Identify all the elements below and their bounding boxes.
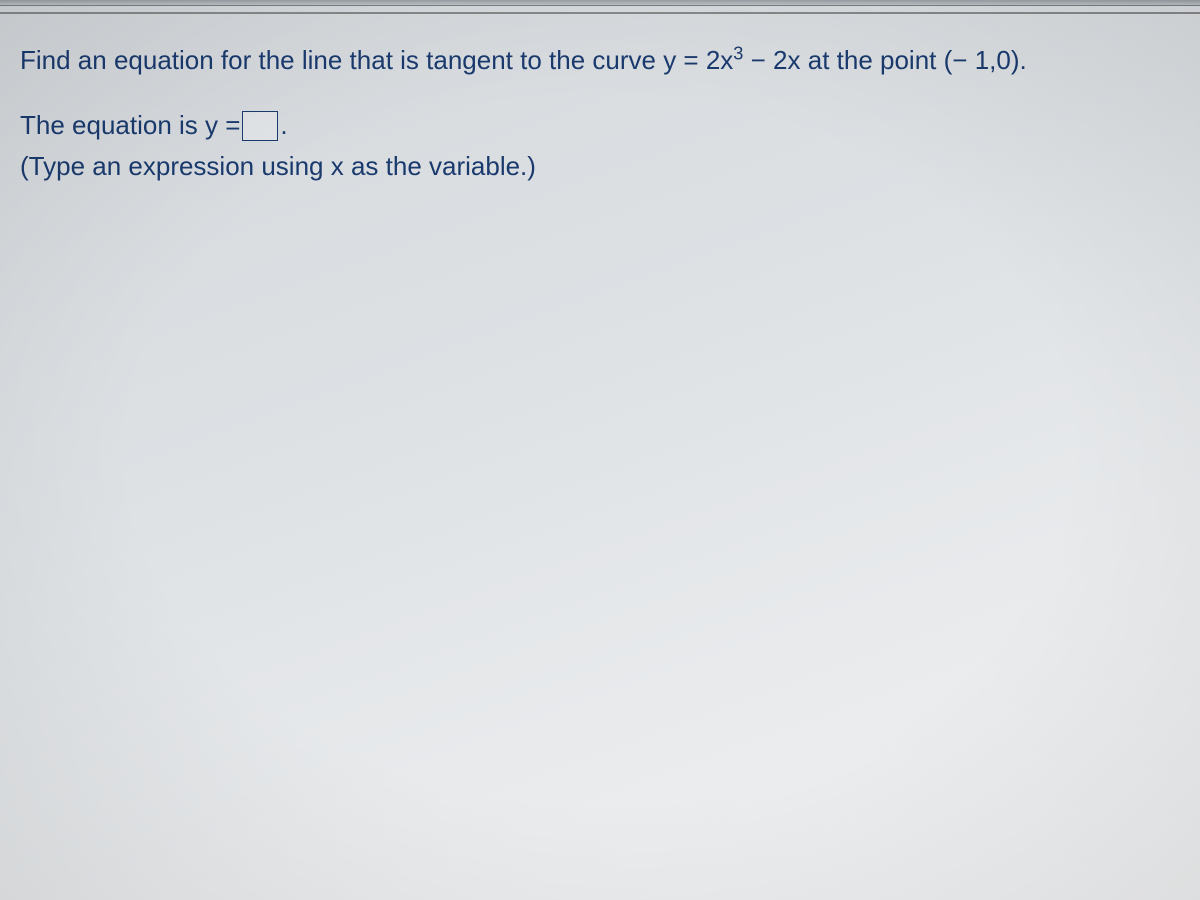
point-text: (− 1,0). bbox=[944, 45, 1027, 75]
answer-input[interactable] bbox=[242, 111, 278, 141]
answer-line: The equation is y = . bbox=[20, 106, 1180, 145]
answer-input-wrapper: The equation is y = . bbox=[20, 106, 288, 145]
question-panel: Find an equation for the line that is ta… bbox=[0, 12, 1200, 206]
hint-text: (Type an expression using x as the varia… bbox=[20, 147, 1180, 186]
equation-expression: y = 2x3 − 2x bbox=[663, 45, 800, 75]
equation-exponent: 3 bbox=[733, 43, 743, 63]
equation-lhs: y = 2x bbox=[663, 45, 733, 75]
prompt-prefix-text: Find an equation for the line that is ta… bbox=[20, 45, 663, 75]
prompt-mid-text: at the point bbox=[801, 45, 944, 75]
window-top-divider bbox=[0, 0, 1200, 6]
equation-rhs: − 2x bbox=[743, 45, 800, 75]
answer-suffix-text: . bbox=[280, 106, 287, 145]
question-prompt: Find an equation for the line that is ta… bbox=[20, 42, 1180, 78]
answer-prefix-text: The equation is y = bbox=[20, 106, 240, 145]
